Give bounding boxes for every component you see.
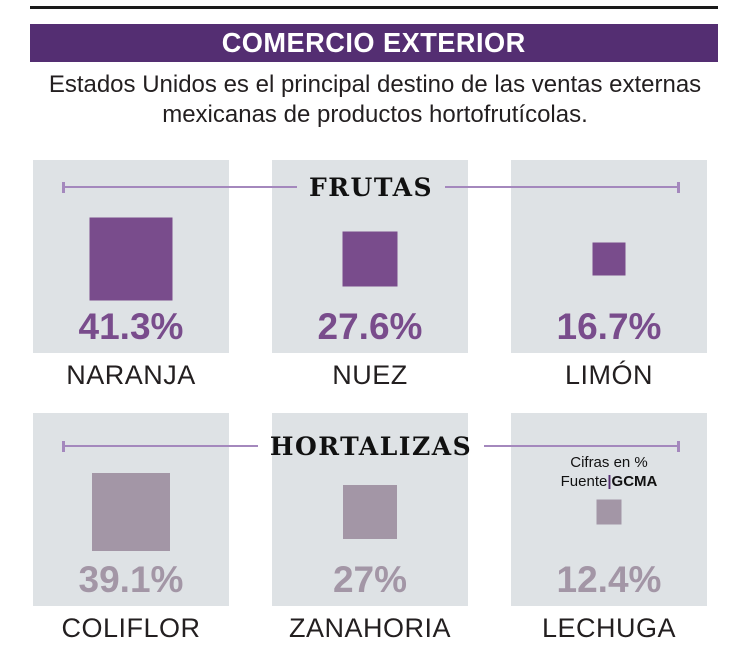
lechuga-square bbox=[596, 499, 622, 524]
frutas-item-limon: 16.7% LIMÓN bbox=[511, 160, 707, 391]
nuez-card: 27.6% bbox=[272, 160, 468, 353]
nuez-value: 27.6% bbox=[317, 306, 423, 347]
rule-right-segment bbox=[445, 186, 678, 188]
source-value: GCMA bbox=[611, 473, 658, 490]
coliflor-value: 39.1% bbox=[78, 559, 184, 600]
rule-left-cap bbox=[62, 440, 65, 452]
frutas-item-naranja: 41.3% NARANJA bbox=[33, 160, 229, 391]
hortalizas-section-title: HORTALIZAS bbox=[269, 431, 473, 461]
rule-left-segment bbox=[65, 445, 258, 447]
coliflor-square bbox=[92, 472, 170, 551]
zanahoria-card: 27% bbox=[272, 413, 468, 606]
lechuga-label: LECHUGA bbox=[541, 613, 677, 643]
frutas-row: 41.3% NARANJA 27.6% NUEZ 16.7% LIMÓN bbox=[33, 160, 717, 391]
top-rule bbox=[30, 6, 718, 9]
naranja-value: 41.3% bbox=[78, 306, 184, 347]
source-note: Cifras en % Fuente|GCMA bbox=[511, 453, 707, 491]
nuez-square bbox=[342, 231, 398, 286]
coliflor-label: COLIFLOR bbox=[61, 613, 201, 643]
rule-right-segment bbox=[484, 445, 677, 447]
source-separator-icon: | bbox=[607, 473, 612, 490]
rule-left-cap bbox=[62, 181, 65, 193]
frutas-section-header: FRUTAS bbox=[62, 173, 681, 202]
naranja-square bbox=[89, 217, 173, 300]
source-label: Fuente bbox=[560, 473, 608, 490]
frutas-section-title: FRUTAS bbox=[309, 172, 434, 202]
units-note: Cifras en % bbox=[570, 454, 648, 471]
zanahoria-value: 27% bbox=[332, 559, 408, 600]
rule-right-cap bbox=[677, 181, 681, 193]
limon-square bbox=[592, 242, 626, 275]
nuez-label: NUEZ bbox=[332, 360, 408, 390]
subtitle: Estados Unidos es el principal destino d… bbox=[0, 70, 750, 130]
naranja-card: 41.3% bbox=[33, 160, 229, 353]
subtitle-line-1: Estados Unidos es el principal destino d… bbox=[48, 71, 702, 98]
limon-value: 16.7% bbox=[556, 306, 662, 347]
hortalizas-section-header: HORTALIZAS bbox=[62, 432, 680, 461]
zanahoria-square bbox=[343, 484, 397, 539]
source-line: Fuente|GCMA bbox=[511, 472, 707, 491]
rule-right-cap bbox=[677, 440, 680, 452]
rule-left-segment bbox=[65, 186, 297, 188]
limon-label: LIMÓN bbox=[564, 360, 653, 390]
frutas-item-nuez: 27.6% NUEZ bbox=[272, 160, 468, 391]
zanahoria-label: ZANAHORIA bbox=[288, 613, 452, 643]
page-title: COMERCIO EXTERIOR bbox=[221, 27, 527, 58]
lechuga-value: 12.4% bbox=[556, 559, 662, 600]
header-bar: COMERCIO EXTERIOR bbox=[30, 24, 718, 62]
naranja-label: NARANJA bbox=[66, 360, 196, 390]
limon-card: 16.7% bbox=[511, 160, 707, 353]
hortalizas-item-zanahoria: 27% ZANAHORIA bbox=[272, 413, 468, 644]
subtitle-line-2: mexicanas de productos hortofrutícolas. bbox=[162, 101, 588, 128]
